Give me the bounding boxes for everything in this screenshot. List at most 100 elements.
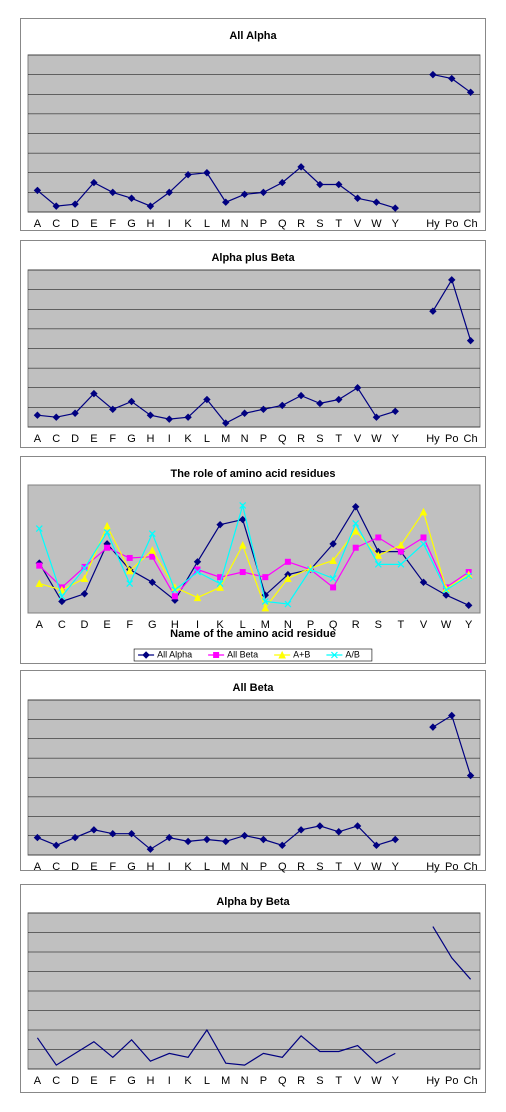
legend-marker	[142, 651, 150, 659]
x-tick-label: Ch	[464, 861, 478, 873]
marker	[71, 833, 79, 842]
x-tick-label: D	[71, 861, 79, 873]
x-tick-label: G	[127, 861, 136, 873]
marker	[203, 835, 211, 844]
x-tick-label: E	[90, 1075, 97, 1087]
marker	[397, 560, 405, 568]
marker	[127, 397, 136, 406]
marker	[284, 600, 292, 608]
marker	[216, 520, 224, 529]
x-tick-label: T	[335, 218, 342, 230]
x-tick-label: I	[168, 433, 171, 445]
marker	[239, 502, 247, 509]
x-tick-label: I	[168, 218, 171, 230]
x-tick-label: P	[260, 218, 267, 230]
x-tick-label: C	[52, 218, 60, 230]
x-tick-label: S	[316, 861, 323, 873]
marker	[353, 194, 362, 202]
x-tick-label: L	[204, 433, 210, 445]
marker	[442, 586, 450, 594]
x-tick-label: E	[90, 433, 97, 445]
x-tick-label: D	[81, 619, 89, 631]
marker	[419, 578, 428, 586]
marker	[335, 180, 343, 189]
x-tick-label: Y	[465, 619, 473, 631]
x-tick-label: G	[127, 1075, 136, 1087]
x-tick-label: M	[261, 619, 270, 631]
marker	[103, 521, 111, 530]
marker	[429, 70, 437, 79]
x-tick-label: W	[371, 861, 382, 873]
x-tick-label: Hy	[426, 218, 440, 230]
marker	[420, 534, 427, 541]
marker	[222, 837, 230, 846]
x-tick-label: H	[146, 433, 154, 445]
marker	[374, 551, 383, 559]
x-tick-label: S	[316, 433, 323, 445]
marker	[58, 592, 66, 600]
marker	[109, 405, 117, 414]
x-tick-label: N	[241, 433, 249, 445]
marker	[165, 833, 173, 842]
x-tick-label: V	[354, 1075, 362, 1087]
x-tick-label: Hy	[426, 1075, 440, 1087]
x-tick-label: M	[221, 218, 230, 230]
marker	[262, 574, 269, 581]
marker	[316, 180, 324, 189]
legend-frame	[133, 648, 373, 662]
marker	[353, 822, 362, 830]
marker	[330, 584, 337, 591]
x-tick-label: V	[354, 861, 362, 873]
marker	[351, 503, 360, 511]
legend-item: All Alpha	[138, 649, 192, 659]
marker	[194, 568, 201, 576]
x-tick-label: N	[284, 619, 292, 631]
marker	[216, 583, 224, 591]
x-tick-label: F	[109, 1075, 116, 1087]
marker	[90, 826, 98, 834]
marker	[420, 540, 427, 548]
x-tick-label: A	[34, 433, 42, 445]
marker	[81, 563, 88, 570]
x-tick-label: H	[146, 218, 154, 230]
x-tick-label: L	[204, 1075, 210, 1087]
marker	[52, 413, 60, 421]
marker	[127, 829, 136, 838]
marker	[259, 835, 268, 844]
x-tick-label: E	[103, 619, 110, 631]
marker	[149, 553, 156, 560]
marker	[90, 178, 98, 187]
x-tick-label: M	[221, 1075, 230, 1087]
x-tick-label: C	[52, 861, 60, 873]
marker	[329, 556, 337, 565]
marker	[193, 558, 202, 566]
marker	[297, 163, 305, 171]
x-tick-label: Q	[278, 433, 287, 445]
marker	[297, 391, 305, 400]
marker	[71, 409, 79, 417]
legend-item: A+B	[274, 649, 310, 659]
series-line	[38, 503, 470, 605]
marker	[465, 572, 473, 580]
x-tick-label: P	[260, 433, 267, 445]
marker	[193, 593, 202, 602]
marker	[203, 395, 211, 404]
x-tick-label: Hy	[426, 861, 440, 873]
x-tick-label: V	[354, 218, 362, 230]
x-tick-label: P	[260, 1075, 267, 1087]
marker	[297, 826, 305, 834]
x-tick-label: V	[354, 433, 362, 445]
x-tick-label: R	[297, 1075, 305, 1087]
x-tick-label: S	[316, 1075, 323, 1087]
x-tick-label: K	[216, 619, 224, 631]
marker	[307, 566, 314, 573]
chart-title: All Beta	[233, 682, 275, 694]
x-tick-label: Q	[278, 1075, 287, 1087]
x-tick-label: Y	[392, 218, 400, 230]
marker	[35, 579, 44, 588]
x-tick-label: Po	[445, 433, 458, 445]
marker	[466, 336, 475, 345]
legend-item: All Beta	[208, 649, 258, 659]
marker	[80, 590, 89, 598]
